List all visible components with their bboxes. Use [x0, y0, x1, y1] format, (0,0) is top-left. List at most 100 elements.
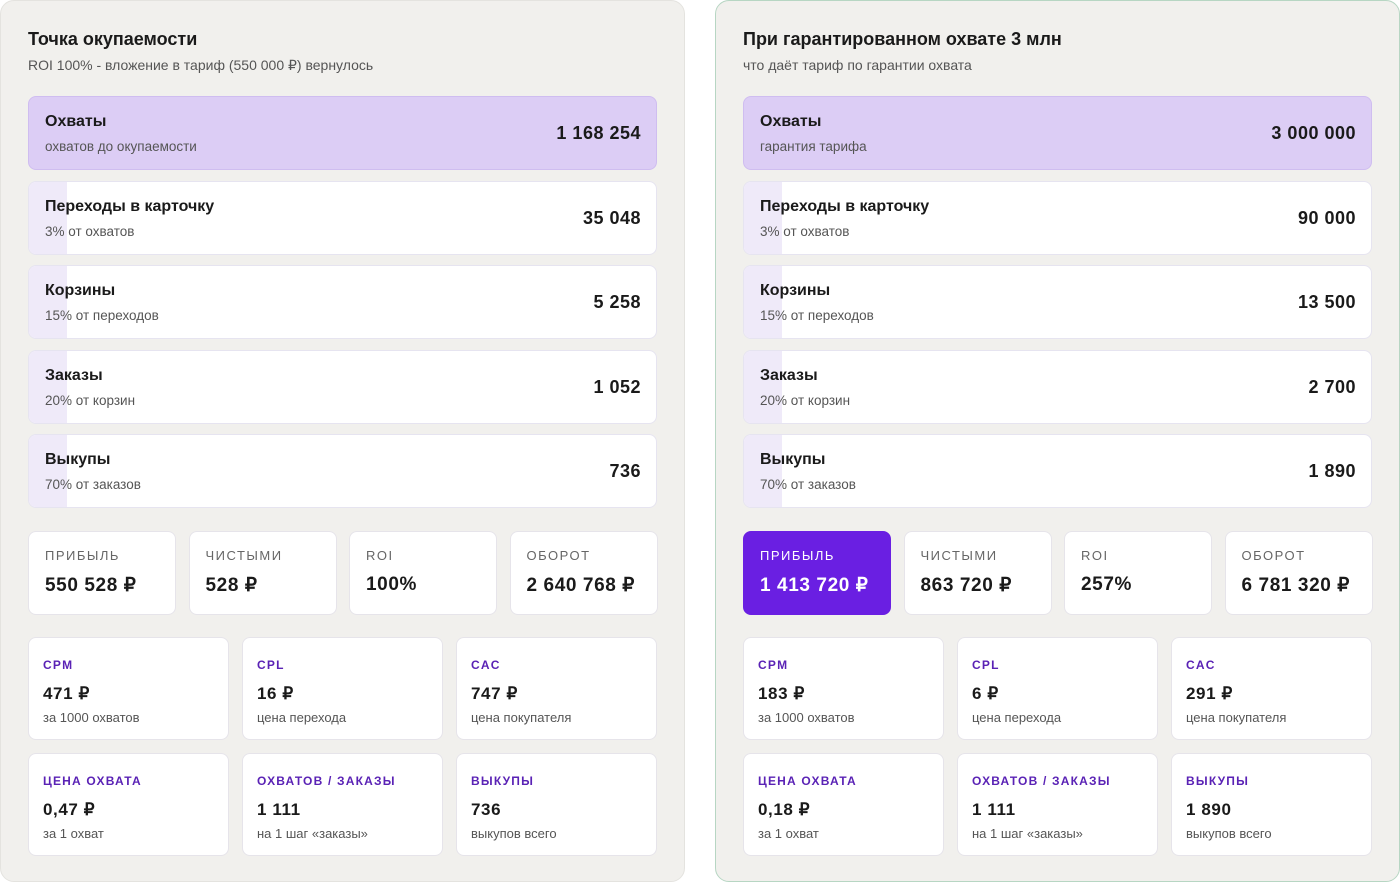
metric-label: CAC: [1186, 658, 1216, 672]
metric-label: ЦЕНА ОХВАТА: [758, 774, 857, 788]
metric-label: ОХВАТОВ / ЗАКАЗЫ: [972, 774, 1111, 788]
stat-card: ROI 257%: [1064, 531, 1212, 615]
stat-card: ПРИБЫЛЬ 550 528 ₽: [28, 531, 176, 615]
stat-value: 100%: [366, 574, 417, 595]
panel-subtitle: что даёт тариф по гарантии охвата: [743, 57, 972, 73]
funnel-note: 70% от заказов: [45, 477, 141, 492]
metric-note: цена покупателя: [1186, 710, 1287, 725]
metric-value: 471 ₽: [43, 684, 90, 703]
metric-label: ВЫКУПЫ: [1186, 774, 1250, 788]
funnel-value: 1 890: [1308, 461, 1356, 481]
metric-label: ОХВАТОВ / ЗАКАЗЫ: [257, 774, 396, 788]
funnel-row: Выкупы 70% от заказов 1 890: [743, 434, 1372, 508]
metric-card: CPM 183 ₽ за 1000 охватов: [743, 637, 944, 740]
metric-value: 747 ₽: [471, 684, 518, 703]
metric-card: ЦЕНА ОХВАТА 0,47 ₽ за 1 охват: [28, 753, 229, 856]
funnel-value: 5 258: [593, 292, 641, 312]
panel: Точка окупаемости ROI 100% - вложение в т…: [0, 0, 685, 882]
funnel-label: Корзины: [760, 282, 831, 299]
metric-label: CPM: [758, 658, 789, 672]
metric-value: 1 111: [257, 800, 301, 819]
stat-value: 550 528 ₽: [45, 575, 137, 596]
metric-value: 0,18 ₽: [758, 800, 811, 819]
stat-label: ЧИСТЫМИ: [205, 548, 283, 563]
funnel-note: 20% от корзин: [760, 392, 851, 408]
metric-card: CPM 471 ₽ за 1000 охватов: [28, 637, 229, 740]
metric-card: ВЫКУПЫ 1 890 выкупов всего: [1171, 753, 1372, 856]
metric-label: ЦЕНА ОХВАТА: [43, 774, 142, 788]
funnel-row: Переходы в карточку 3% от охватов 35 048: [28, 180, 657, 255]
funnel-label: Выкупы: [45, 451, 111, 468]
funnel-value: 736: [609, 461, 641, 481]
metric-value: 6 ₽: [972, 684, 999, 703]
stat-label: ROI: [366, 548, 394, 563]
funnel-note: 70% от заказов: [760, 477, 856, 492]
stat-card: ОБОРОТ 2 640 768 ₽: [509, 531, 658, 615]
metric-card: ВЫКУПЫ 736 выкупов всего: [456, 753, 657, 856]
metric-note: за 1000 охватов: [43, 710, 140, 725]
metric-value: 291 ₽: [1186, 684, 1233, 703]
panel-title: При гарантированном охвате 3 млн: [743, 29, 1062, 49]
metric-card: CAC 747 ₽ цена покупателя: [456, 637, 657, 740]
metric-label: CPM: [43, 658, 74, 672]
stat-card: ПРИБЫЛЬ 1 413 720 ₽: [743, 531, 891, 615]
stat-value: 528 ₽: [205, 575, 258, 596]
funnel-row: Заказы 20% от корзин 2 700: [743, 349, 1372, 424]
funnel-label: Заказы: [45, 366, 103, 384]
funnel-note: 3% от охватов: [760, 223, 850, 239]
funnel-row: Переходы в карточку 3% от охватов 90 000: [743, 180, 1372, 255]
funnel-label: Корзины: [45, 282, 116, 299]
funnel-label: Переходы в карточку: [760, 197, 930, 215]
metric-card: CPL 16 ₽ цена перехода: [242, 637, 443, 740]
funnel-label: Охваты: [45, 113, 107, 130]
metric-card: CAC 291 ₽ цена покупателя: [1171, 637, 1372, 740]
metric-note: цена перехода: [972, 710, 1062, 725]
metric-note: цена покупателя: [471, 710, 572, 725]
stat-card: ЧИСТЫМИ 863 720 ₽: [903, 531, 1052, 615]
metric-card: CPL 6 ₽ цена перехода: [957, 637, 1158, 740]
stat-card: ROI 100%: [349, 531, 497, 615]
stat-card: ОБОРОТ 6 781 320 ₽: [1224, 531, 1373, 615]
metric-note: за 1 охват: [43, 826, 104, 841]
funnel-value: 2 700: [1308, 376, 1356, 397]
funnel-row: Выкупы 70% от заказов 736: [28, 434, 657, 508]
funnel-label: Охваты: [760, 113, 822, 130]
stat-label: ЧИСТЫМИ: [920, 548, 998, 563]
funnel-row: Охваты охватов до окупаемости 1 168 254: [28, 96, 657, 170]
stat-value: 1 413 720 ₽: [760, 575, 869, 596]
metric-label: ВЫКУПЫ: [471, 774, 535, 788]
funnel-label: Заказы: [760, 366, 818, 384]
funnel-note: 15% от переходов: [760, 308, 874, 323]
funnel-value: 1 168 254: [556, 123, 641, 143]
metric-value: 1 890: [1186, 800, 1232, 819]
metric-note: на 1 шаг «заказы»: [257, 826, 368, 841]
metric-label: CPL: [257, 658, 285, 672]
stat-value: 863 720 ₽: [920, 575, 1012, 596]
metric-card: ОХВАТОВ / ЗАКАЗЫ 1 111 на 1 шаг «заказы»: [957, 753, 1158, 856]
stat-value: 257%: [1081, 574, 1132, 595]
metric-value: 1 111: [972, 800, 1016, 819]
funnel-note: 3% от охватов: [45, 223, 135, 239]
metric-card: ЦЕНА ОХВАТА 0,18 ₽ за 1 охват: [743, 753, 944, 856]
stat-value: 6 781 320 ₽: [1241, 575, 1350, 596]
funnel-note: гарантия тарифа: [760, 139, 867, 154]
funnel-label: Переходы в карточку: [45, 197, 215, 215]
metric-note: за 1 охват: [758, 826, 819, 841]
metric-value: 183 ₽: [758, 684, 805, 703]
stat-label: ПРИБЫЛЬ: [760, 548, 835, 563]
stat-value: 2 640 768 ₽: [526, 575, 635, 596]
panel: При гарантированном охвате 3 млн что даёт…: [715, 0, 1400, 882]
stat-label: ОБОРОТ: [1241, 548, 1306, 563]
funnel-row: Корзины 15% от переходов 13 500: [743, 265, 1372, 339]
funnel-value: 35 048: [582, 207, 641, 228]
metric-note: за 1000 охватов: [758, 710, 855, 725]
funnel-label: Выкупы: [760, 451, 826, 468]
stat-card: ЧИСТЫМИ 528 ₽: [188, 531, 337, 615]
funnel-value: 90 000: [1297, 207, 1356, 228]
metric-value: 736: [471, 800, 502, 819]
metric-note: выкупов всего: [1186, 826, 1272, 841]
stat-label: ROI: [1081, 548, 1109, 563]
metric-note: на 1 шаг «заказы»: [972, 826, 1083, 841]
funnel-note: охватов до окупаемости: [45, 139, 197, 154]
metric-label: CAC: [471, 658, 501, 672]
